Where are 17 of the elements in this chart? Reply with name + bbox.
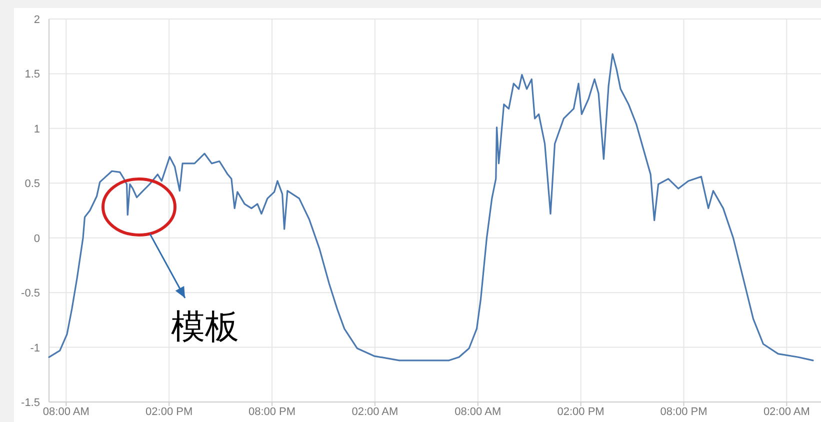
x-tick-label: 08:00 PM (660, 406, 708, 418)
x-tick-label: 02:00 AM (352, 406, 398, 418)
y-tick-label: -0.5 (21, 288, 40, 300)
x-tick-label: 02:00 PM (146, 406, 193, 418)
x-tick-label: 02:00 PM (557, 406, 604, 418)
x-tick-label: 08:00 AM (454, 406, 502, 418)
x-tick-label: 02:00 AM (763, 406, 810, 418)
annotation: 模板 (171, 309, 239, 346)
y-tick-label: 1.5 (24, 68, 40, 81)
x-tick-label: 08:00 PM (248, 406, 296, 418)
y-tick-label: 2 (34, 14, 40, 26)
y-tick-label: 0.5 (24, 178, 40, 190)
y-tick-label: 1 (34, 123, 40, 136)
y-tick-label: -1.5 (21, 397, 40, 409)
y-tick-label: 0 (34, 232, 40, 245)
x-tick-label: 08:00 AM (42, 406, 90, 418)
y-tick-label: -1 (30, 342, 40, 354)
